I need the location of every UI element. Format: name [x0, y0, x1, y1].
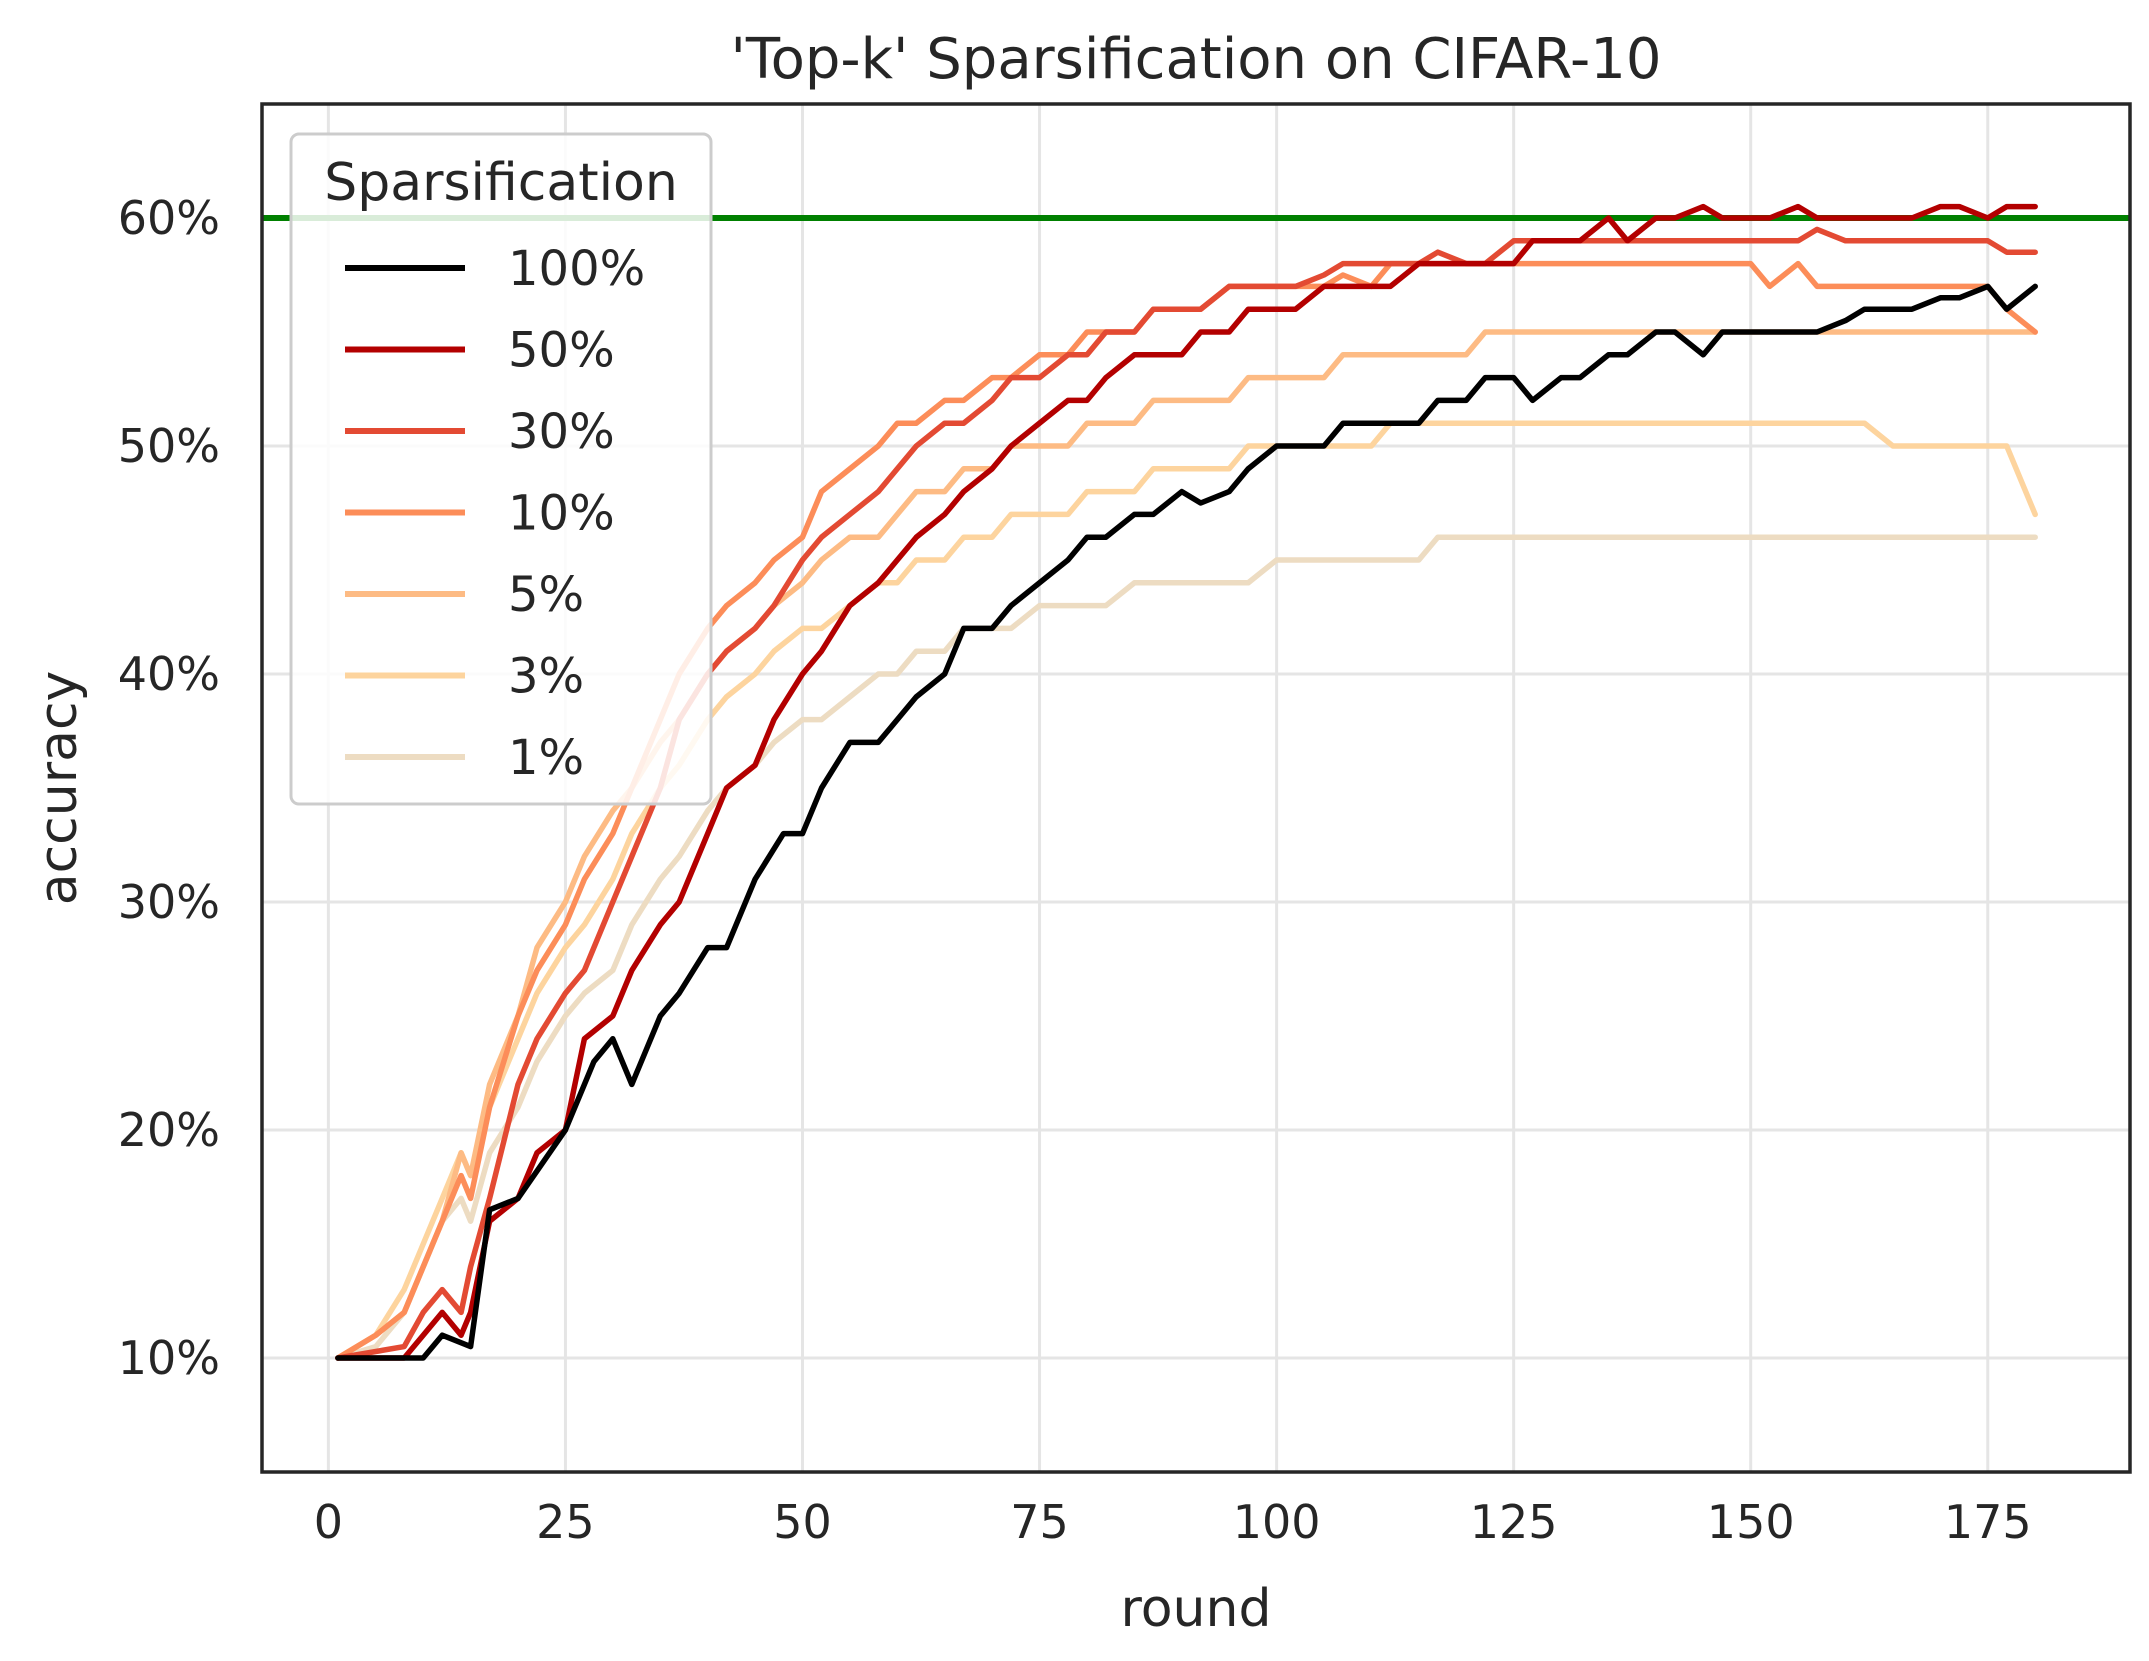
series-line-100pct: [335, 283, 2038, 1361]
y-axis-ticks: 10% 20% 30% 40% 50% 60%: [118, 191, 220, 1385]
plot-frame: [260, 102, 2132, 1474]
x-tick-label: 100: [1233, 1495, 1321, 1549]
series-line-50pct: [335, 203, 2038, 1361]
y-tick-label: 50%: [118, 419, 220, 473]
legend: Sparsification 100% 50% 30% 10% 5% 3% 1%: [289, 132, 713, 806]
y-tick-label: 60%: [118, 191, 220, 245]
x-tick-label: 0: [314, 1495, 343, 1549]
legend-label: 30%: [508, 404, 615, 460]
legend-label: 100%: [508, 241, 645, 297]
chart-title: 'Top-k' Sparsification on CIFAR-10: [731, 27, 1662, 92]
legend-label: 5%: [508, 567, 584, 623]
series-line-30pct: [335, 226, 2038, 1361]
legend-label: 1%: [508, 730, 584, 786]
x-tick-label: 125: [1470, 1495, 1558, 1549]
series-line-3pct: [335, 420, 2038, 1361]
legend-items: 100% 50% 30% 10% 5% 3% 1%: [345, 241, 645, 786]
x-axis-ticks: 0 25 50 75 100 125 150 175: [314, 1495, 2032, 1549]
x-tick-label: 75: [1010, 1495, 1069, 1549]
x-axis-label: round: [1121, 1579, 1272, 1639]
legend-label: 10%: [508, 486, 615, 542]
x-tick-label: 25: [536, 1495, 595, 1549]
series-line-1pct: [335, 534, 2038, 1361]
x-tick-label: 150: [1707, 1495, 1795, 1549]
legend-box: [289, 132, 713, 806]
legend-label: 50%: [508, 323, 615, 379]
legend-label: 3%: [508, 649, 584, 705]
x-tick-label: 175: [1944, 1495, 2032, 1549]
y-axis-label: accuracy: [29, 671, 89, 906]
series-group: [335, 203, 2038, 1361]
x-tick-label: 50: [773, 1495, 832, 1549]
legend-title: Sparsification: [324, 153, 678, 213]
y-tick-label: 30%: [118, 875, 220, 929]
y-tick-label: 40%: [118, 647, 220, 701]
y-tick-label: 20%: [118, 1103, 220, 1157]
y-tick-label: 10%: [118, 1331, 220, 1385]
